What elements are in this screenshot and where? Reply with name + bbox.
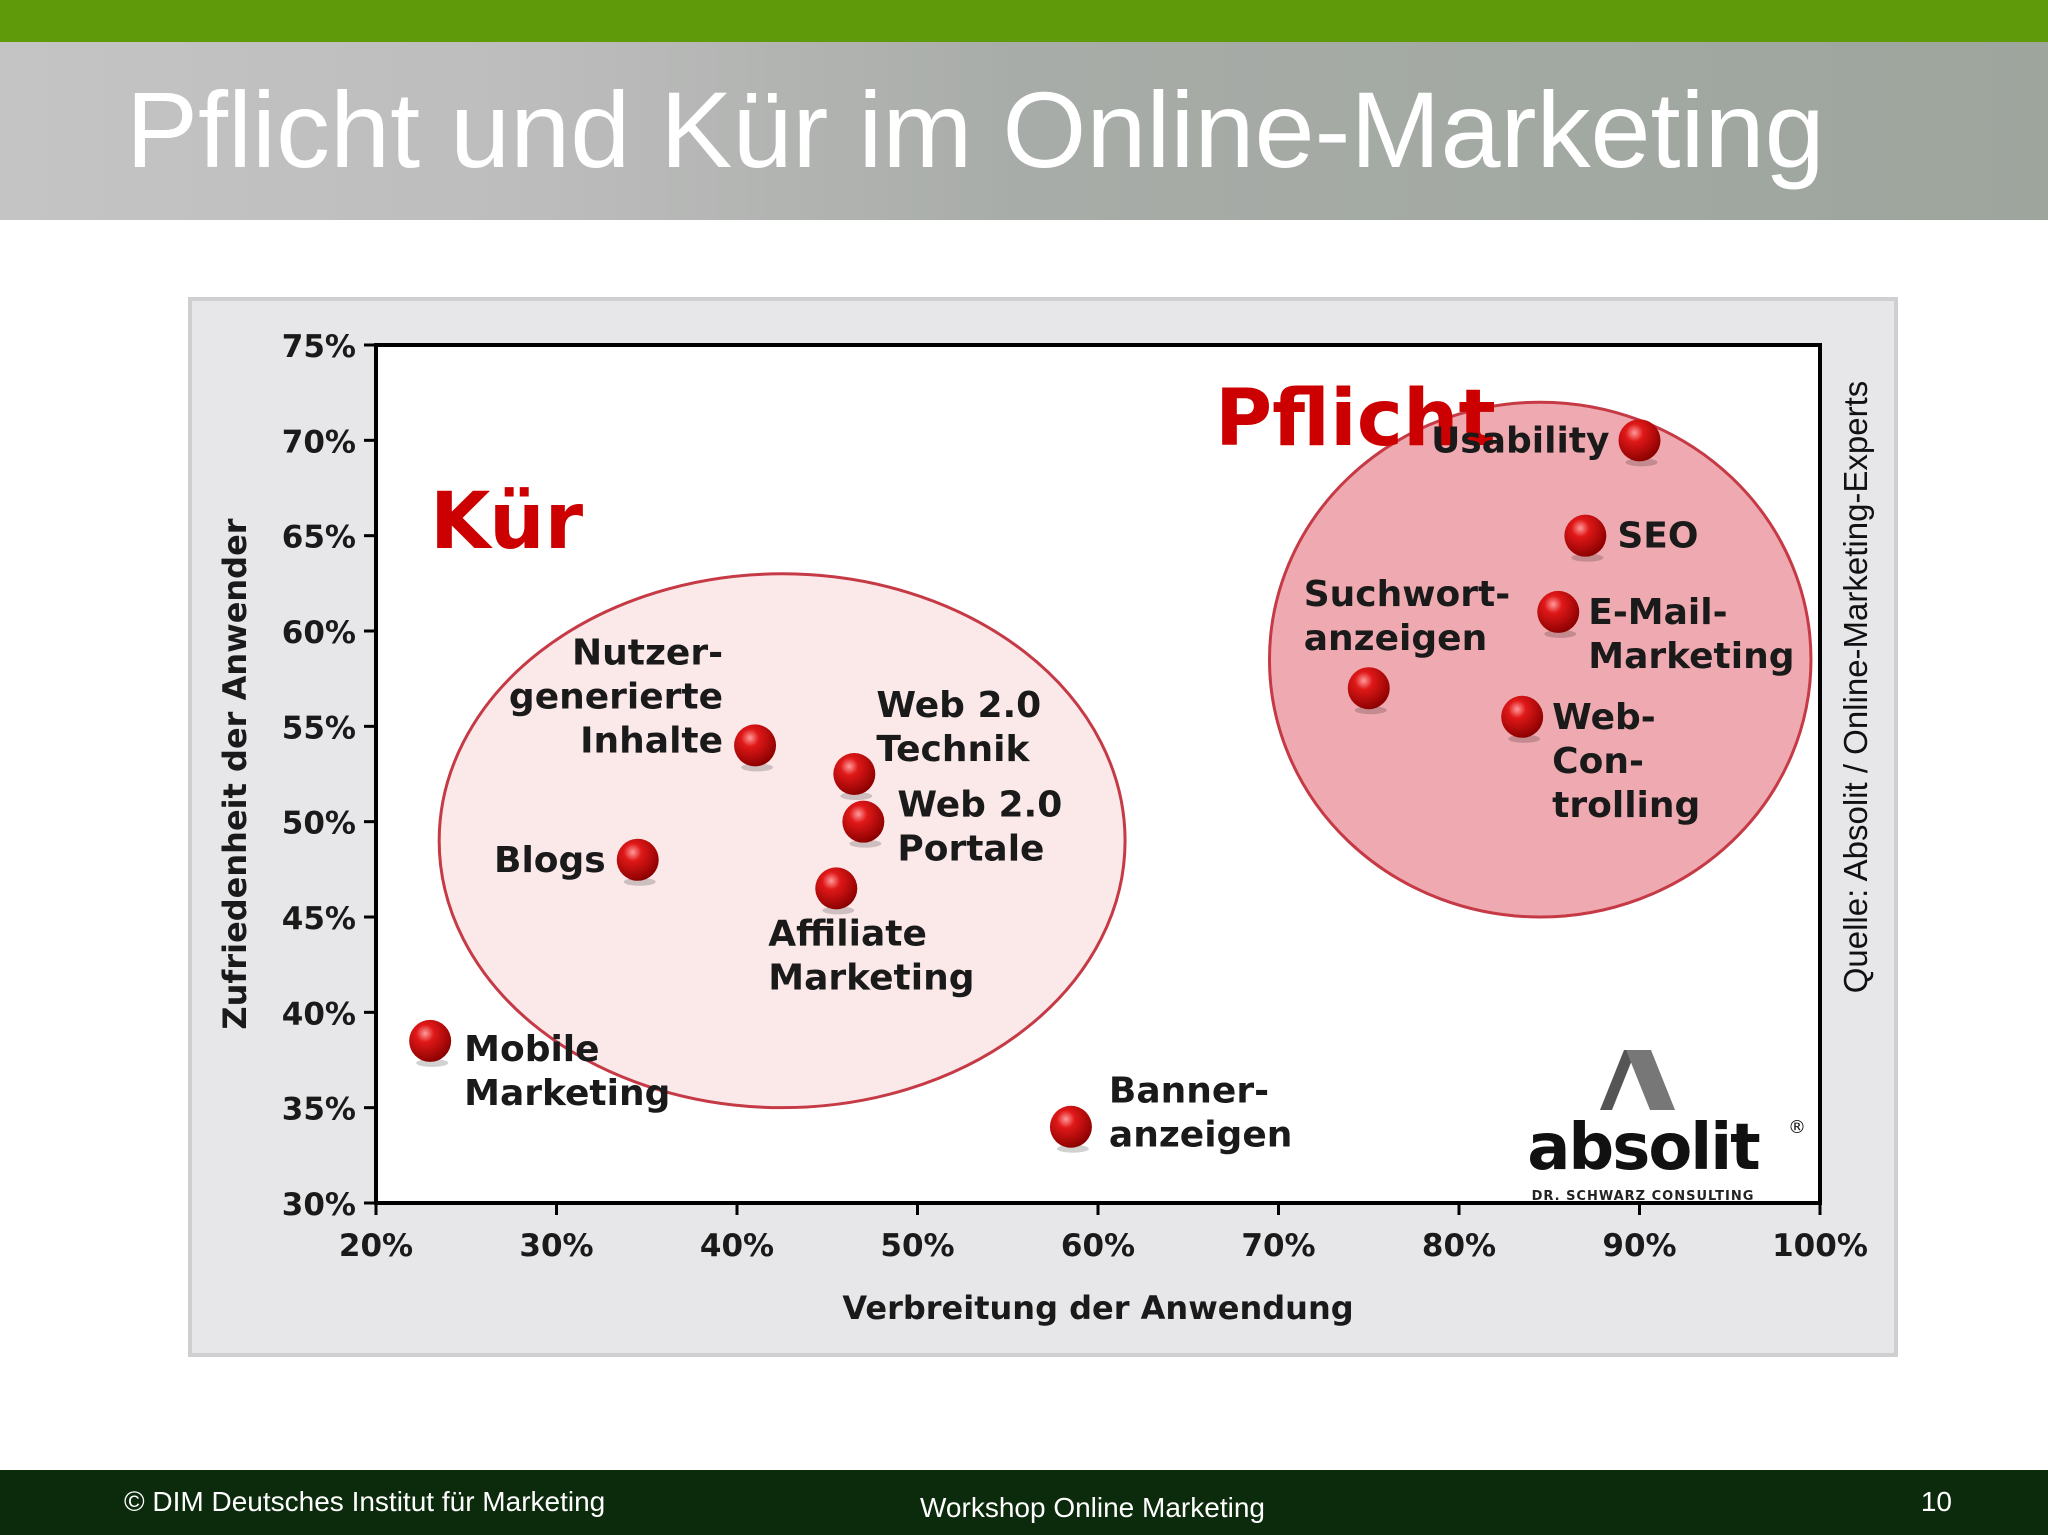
y-tick-label: 40%	[282, 996, 356, 1032]
y-tick-label: 75%	[282, 329, 356, 365]
x-tick-label: 50%	[880, 1228, 954, 1264]
data-point	[815, 867, 858, 910]
data-point-label: Marketing	[1588, 636, 1794, 677]
data-point	[616, 838, 659, 881]
group-ellipse-pflicht	[1267, 400, 1813, 919]
y-axis-title: Zufriedenheit der Anwender	[216, 518, 254, 1029]
page-number: 10	[1920, 1486, 1952, 1517]
x-tick-label: 70%	[1241, 1228, 1315, 1264]
y-tick-label: 70%	[282, 424, 356, 460]
x-tick-label: 30%	[519, 1228, 593, 1264]
footer-bar: © DIM Deutsches Institut für Marketing W…	[0, 1470, 2048, 1535]
y-tick-label: 50%	[282, 806, 356, 842]
data-point	[1618, 419, 1661, 462]
x-tick-label: 80%	[1422, 1228, 1496, 1264]
y-tick-label: 45%	[282, 901, 356, 937]
x-tick-label: 60%	[1061, 1228, 1135, 1264]
data-point-label: Blogs	[494, 840, 606, 881]
y-tick-label: 55%	[282, 710, 356, 746]
data-point-label: Marketing	[768, 957, 974, 998]
footer-copyright: © DIM Deutsches Institut für Marketing	[124, 1486, 606, 1517]
chart-figure: 20% 30% 40% 50% 60% 70% 80% 90% 100% 30% 35% 40% 45%…	[188, 297, 1898, 1357]
group-label-kuer: Kür	[430, 477, 584, 567]
logo-tagline: DR. SCHWARZ CONSULTING	[1532, 1189, 1755, 1204]
data-point	[833, 753, 876, 795]
data-point-label: Affiliate	[768, 913, 927, 954]
data-point-label: Marketing	[464, 1073, 670, 1114]
title-banner: Pflicht und Kür im Online-Marketing	[0, 42, 2048, 220]
data-point	[734, 724, 777, 767]
data-point	[1049, 1105, 1092, 1148]
y-tick-label: 35%	[282, 1092, 356, 1128]
data-point-label: Web 2.0	[876, 685, 1041, 726]
x-axis-title: Verbreitung der Anwendung	[842, 1289, 1353, 1327]
data-point-label: SEO	[1617, 516, 1698, 557]
source-note: Quelle: Absolit / Online-Marketing-Exper…	[1837, 381, 1874, 994]
footer-workshop-title: Workshop Online Marketing	[920, 1492, 1265, 1523]
top-accent-bar	[0, 0, 2048, 42]
data-point	[409, 1019, 452, 1062]
x-tick-label: 20%	[339, 1228, 413, 1264]
y-tick-label: 65%	[282, 520, 356, 556]
data-point-label: Con-	[1552, 741, 1644, 782]
data-point	[1347, 667, 1390, 710]
data-point	[1537, 590, 1580, 633]
y-tick-label: 30%	[282, 1187, 356, 1223]
data-point	[1564, 514, 1607, 557]
data-point-label: Nutzer-	[572, 632, 723, 673]
data-point-label: Suchwort-	[1304, 574, 1510, 615]
data-point-label: Inhalte	[580, 720, 723, 761]
logo-mark-left	[1600, 1050, 1636, 1110]
logo-mark-right	[1626, 1050, 1675, 1110]
data-point-label: Web-	[1552, 697, 1656, 738]
data-point-label: Usability	[1431, 420, 1609, 461]
data-point-label: Banner-	[1109, 1071, 1269, 1112]
x-tick-label: 40%	[700, 1228, 774, 1264]
data-point-label: generierte	[509, 676, 723, 717]
scatter-chart: 20% 30% 40% 50% 60% 70% 80% 90% 100% 30% 35% 40% 45%…	[216, 329, 1874, 1327]
group-ellipse-kuer	[437, 572, 1127, 1110]
data-point-label: trolling	[1552, 785, 1700, 826]
data-point-label: anzeigen	[1304, 618, 1487, 659]
data-point	[842, 800, 885, 843]
logo-wordmark: absolit	[1527, 1111, 1760, 1185]
y-tick-label: 60%	[282, 615, 356, 651]
data-point-label: Portale	[897, 829, 1044, 870]
data-point-label: Web 2.0	[897, 785, 1062, 826]
data-point	[1501, 695, 1544, 738]
data-point-label: Mobile	[464, 1029, 599, 1070]
group-label-pflicht: Pflicht	[1215, 374, 1496, 464]
logo-registered-mark: ®	[1788, 1117, 1806, 1138]
absolit-logo: absolit ® DR. SCHWARZ CONSULTING	[1527, 1050, 1806, 1204]
slide-title: Pflicht und Kür im Online-Marketing	[126, 69, 1825, 190]
x-tick-label: 100%	[1772, 1228, 1868, 1264]
x-tick-label: 90%	[1602, 1228, 1676, 1264]
data-point-label: anzeigen	[1109, 1115, 1292, 1156]
data-point-label: E-Mail-	[1588, 592, 1727, 633]
data-point-label: Technik	[876, 729, 1030, 770]
